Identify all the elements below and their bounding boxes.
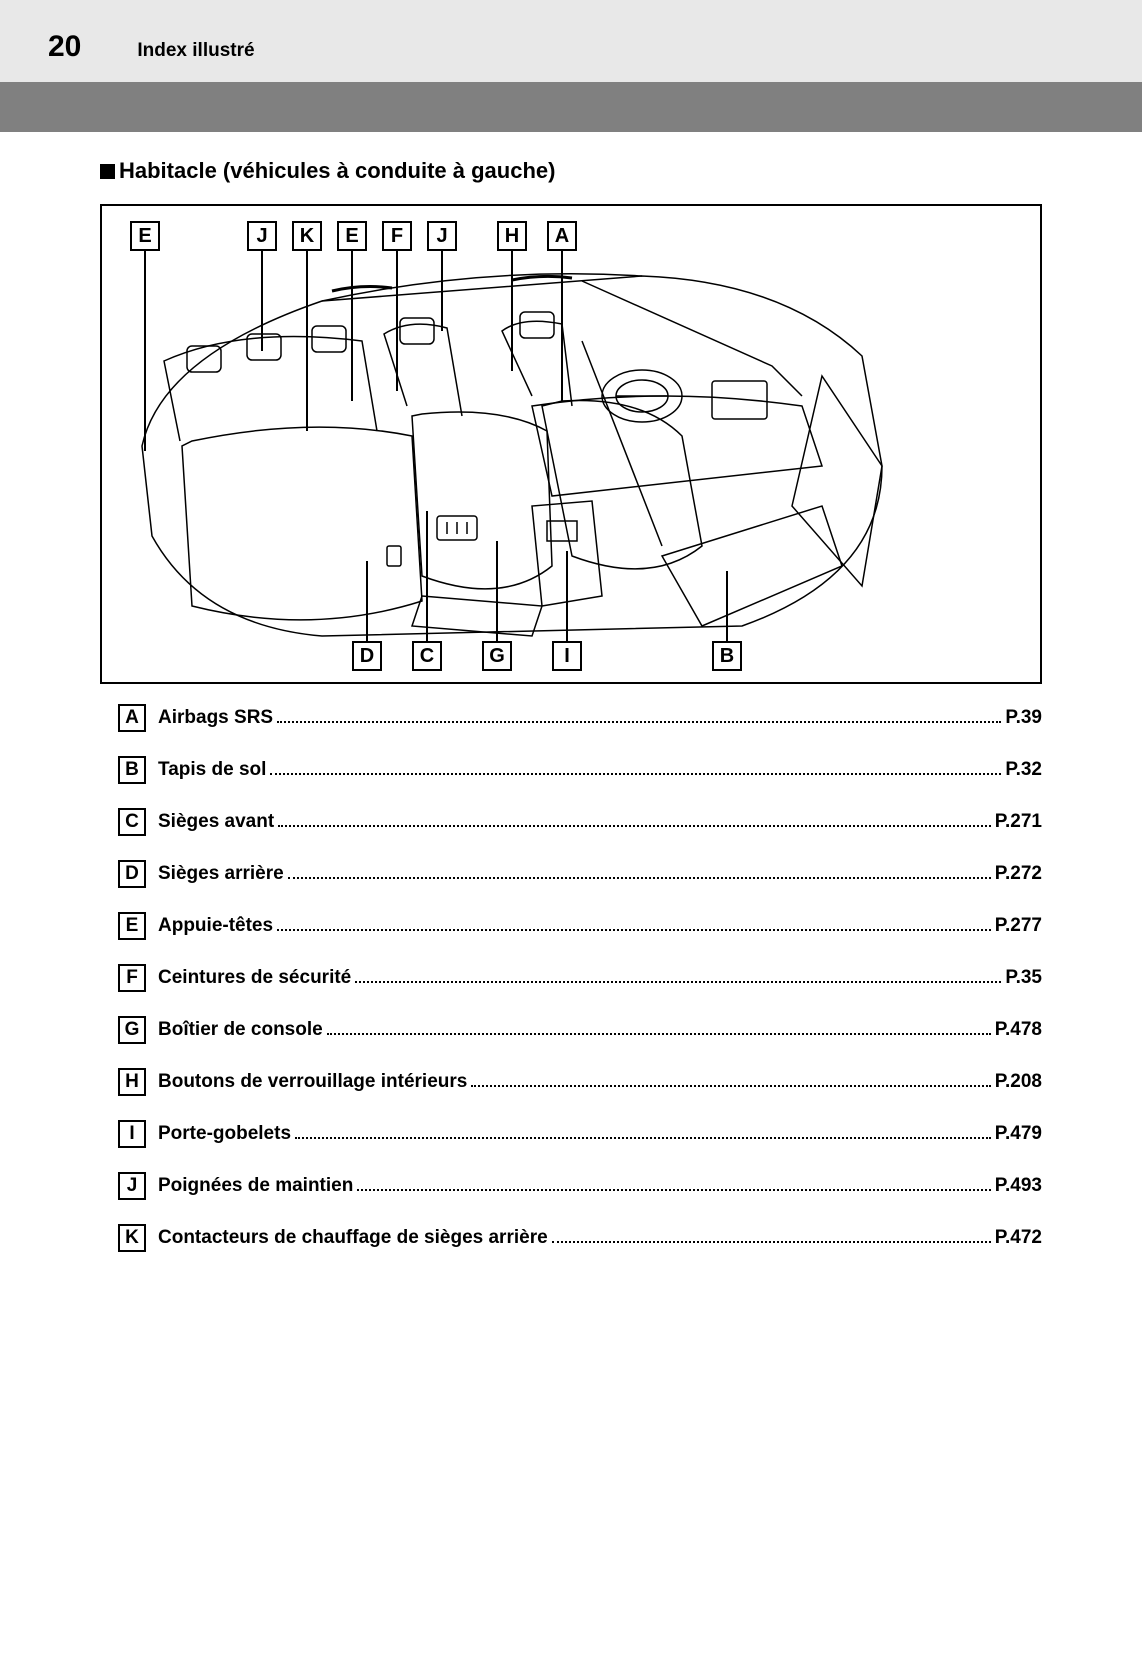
leader-dots [357,1177,990,1191]
header-bar: 20 Index illustré [0,0,1142,82]
callout-line [144,251,146,451]
callout-line [441,251,443,331]
callout-line [511,251,513,371]
callout-top-F: F [382,221,412,251]
index-label: Sièges avant [158,811,274,833]
index-row-E: E Appuie-têtes P.277 [118,912,1042,940]
callout-top-A: A [547,221,577,251]
index-row-B: B Tapis de sol P.32 [118,756,1042,784]
callout-line [261,251,263,351]
index-row-D: D Sièges arrière P.272 [118,860,1042,888]
leader-dots [295,1125,991,1139]
callout-line [426,511,428,641]
interior-diagram: EJKEFJHADCGIB [100,204,1042,684]
callout-line [726,571,728,641]
index-letter-box: H [118,1068,146,1096]
index-letter-box: F [118,964,146,992]
callout-line [306,251,308,431]
callout-top-E: E [130,221,160,251]
index-page-ref: P.208 [995,1071,1042,1093]
callout-top-J: J [247,221,277,251]
index-row-C: C Sièges avant P.271 [118,808,1042,836]
index-letter-box: C [118,808,146,836]
leader-dots [277,709,1001,723]
index-page-ref: P.271 [995,811,1042,833]
index-page-ref: P.39 [1005,707,1042,729]
index-label: Contacteurs de chauffage de sièges arriè… [158,1227,548,1249]
callout-top-H: H [497,221,527,251]
page-number: 20 [48,30,81,64]
callout-top-K: K [292,221,322,251]
index-page-ref: P.479 [995,1123,1042,1145]
leader-dots [277,917,991,931]
index-row-J: J Poignées de maintien P.493 [118,1172,1042,1200]
index-row-K: K Contacteurs de chauffage de sièges arri… [118,1224,1042,1252]
index-label: Ceintures de sécurité [158,967,351,989]
index-row-I: I Porte-gobelets P.479 [118,1120,1042,1148]
callout-line [496,541,498,641]
index-page-ref: P.32 [1005,759,1042,781]
gray-band [0,82,1142,132]
leader-dots [288,865,991,879]
index-label: Tapis de sol [158,759,266,781]
callout-top-E: E [337,221,367,251]
callout-line [566,551,568,641]
leader-dots [355,969,1001,983]
index-page-ref: P.493 [995,1175,1042,1197]
index-label: Poignées de maintien [158,1175,353,1197]
callout-line [561,251,563,401]
index-list: A Airbags SRS P.39 B Tapis de sol P.32 C Sièges… [100,704,1042,1252]
index-letter-box: A [118,704,146,732]
index-label: Porte-gobelets [158,1123,291,1145]
index-row-F: F Ceintures de sécurité P.35 [118,964,1042,992]
index-label: Boîtier de console [158,1019,323,1041]
leader-dots [278,813,991,827]
index-letter-box: J [118,1172,146,1200]
callout-top-J: J [427,221,457,251]
callout-line [366,561,368,641]
index-letter-box: I [118,1120,146,1148]
index-letter-box: K [118,1224,146,1252]
leader-dots [270,761,1001,775]
index-row-A: A Airbags SRS P.39 [118,704,1042,732]
leader-dots [471,1073,990,1087]
square-bullet-icon [100,164,115,179]
callout-bottom-I: I [552,641,582,671]
index-letter-box: D [118,860,146,888]
callout-line [396,251,398,391]
index-letter-box: B [118,756,146,784]
index-page-ref: P.277 [995,915,1042,937]
index-letter-box: E [118,912,146,940]
index-letter-box: G [118,1016,146,1044]
callout-bottom-G: G [482,641,512,671]
car-interior-illustration [102,206,1042,684]
index-page-ref: P.472 [995,1227,1042,1249]
index-label: Airbags SRS [158,707,273,729]
index-label: Appuie-têtes [158,915,273,937]
index-page-ref: P.272 [995,863,1042,885]
callout-bottom-D: D [352,641,382,671]
leader-dots [552,1229,991,1243]
section-title: Habitacle (véhicules à conduite à gauche… [119,158,555,184]
content-area: Habitacle (véhicules à conduite à gauche… [0,132,1142,1252]
index-row-H: H Boutons de verrouillage intérieurs P.208 [118,1068,1042,1096]
callout-bottom-B: B [712,641,742,671]
index-page-ref: P.478 [995,1019,1042,1041]
index-page-ref: P.35 [1005,967,1042,989]
callout-bottom-C: C [412,641,442,671]
callout-line [351,251,353,401]
index-label: Boutons de verrouillage intérieurs [158,1071,467,1093]
index-label: Sièges arrière [158,863,284,885]
index-row-G: G Boîtier de console P.478 [118,1016,1042,1044]
section-title-row: Habitacle (véhicules à conduite à gauche… [100,158,1042,184]
leader-dots [327,1021,991,1035]
header-title: Index illustré [137,40,254,62]
